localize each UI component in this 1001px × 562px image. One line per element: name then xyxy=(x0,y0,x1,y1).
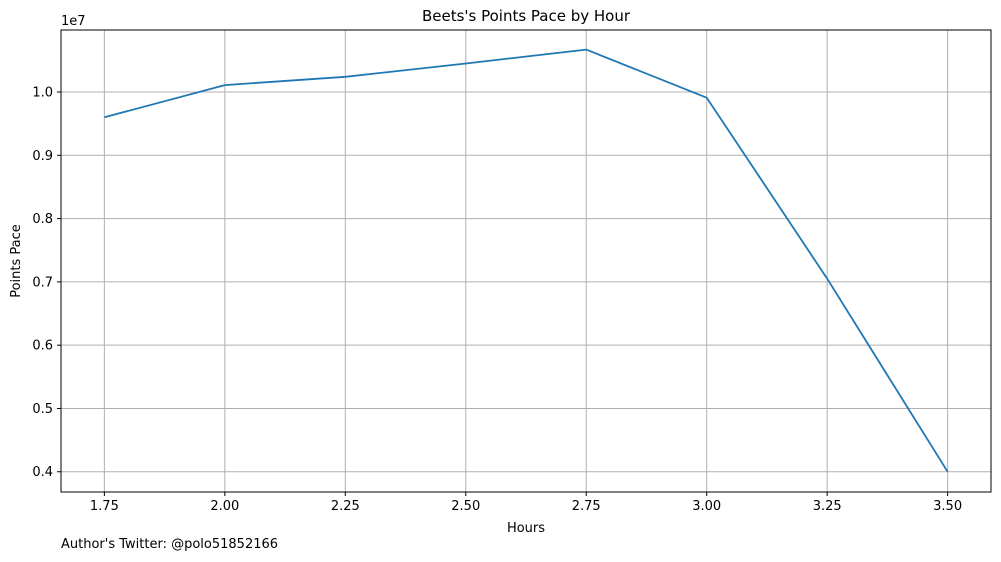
y-tick-label: 0.4 xyxy=(32,465,53,480)
footer-note: Author's Twitter: @polo51852166 xyxy=(61,537,279,552)
x-tick-label: 2.75 xyxy=(572,499,601,514)
x-tick-label: 1.75 xyxy=(90,499,119,514)
y-offset-label: 1e7 xyxy=(61,14,86,29)
y-tick-label: 0.5 xyxy=(32,402,53,417)
series-line xyxy=(104,48,949,473)
x-axis-label: Hours xyxy=(507,521,545,536)
x-tick-label: 2.25 xyxy=(331,499,360,514)
x-tick-label: 2.00 xyxy=(210,499,239,514)
y-axis-label: Points Pace xyxy=(9,224,24,298)
ticks: 1.75 2.00 2.25 2.50 2.75 3.00 3.25 3.50 0.4 0.5 0.… xyxy=(32,86,962,514)
x-tick-label: 2.50 xyxy=(451,499,480,514)
y-tick-label: 0.8 xyxy=(32,212,53,227)
plot-frame xyxy=(60,29,992,493)
grid xyxy=(61,30,991,492)
x-tick-label: 3.00 xyxy=(692,499,721,514)
x-tick-label: 3.50 xyxy=(933,499,962,514)
y-tick-label: 1.0 xyxy=(32,86,53,101)
series-group xyxy=(104,48,949,473)
y-tick-label: 0.6 xyxy=(32,339,53,354)
chart-title: Beets's Points Pace by Hour xyxy=(422,7,631,25)
x-tick-label: 3.25 xyxy=(813,499,842,514)
y-tick-label: 0.7 xyxy=(32,275,53,290)
y-tick-label: 0.9 xyxy=(32,149,53,164)
